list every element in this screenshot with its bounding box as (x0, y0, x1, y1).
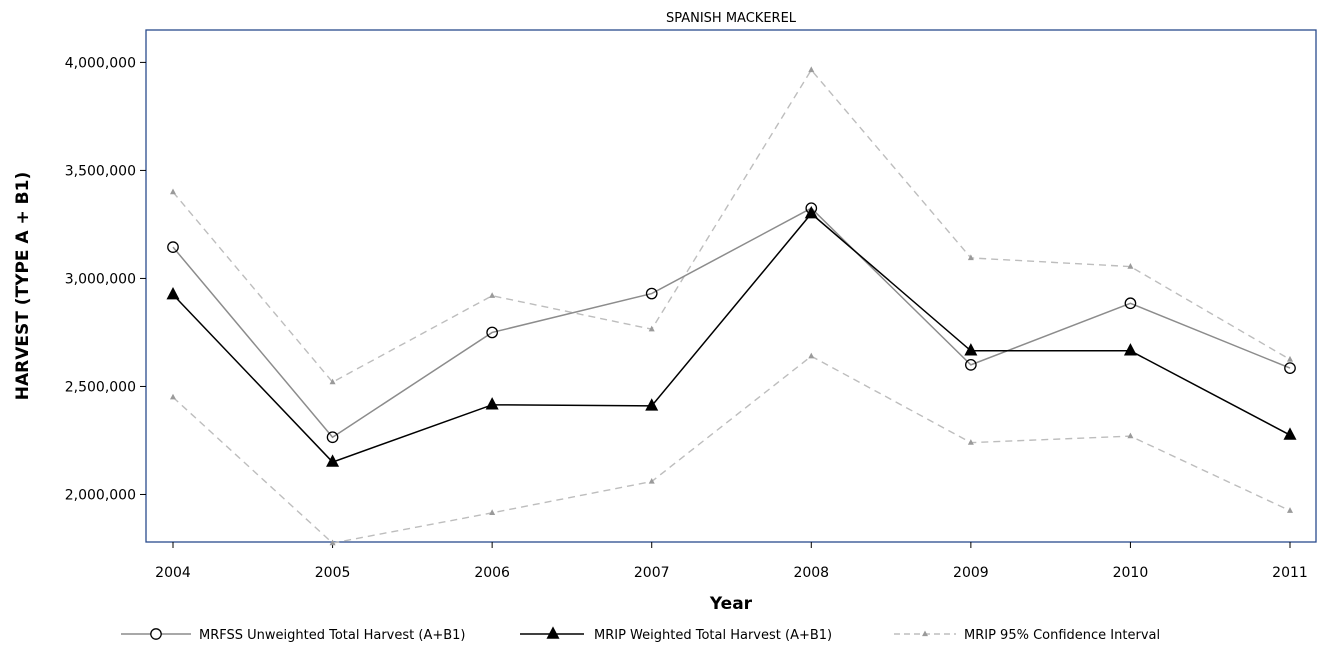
legend: MRFSS Unweighted Total Harvest (A+B1) MRI… (121, 626, 1160, 643)
ci-upper-point (967, 254, 974, 261)
y-tick-label: 3,000,000 (65, 271, 136, 287)
mrip-point (1283, 427, 1297, 440)
y-tick-label: 4,000,000 (65, 55, 136, 71)
x-tick-label: 2009 (953, 565, 989, 581)
mrip-point (166, 286, 180, 300)
y-tick-label: 2,000,000 (65, 487, 136, 503)
ci-upper-point (1287, 355, 1293, 362)
ci-upper-point (170, 188, 176, 195)
x-tick-label: 2011 (1272, 565, 1308, 581)
mrfss-point (486, 326, 498, 339)
mrfss-point (167, 241, 179, 253)
x-tick-label: 2006 (474, 565, 510, 581)
mrfss-point (1284, 362, 1296, 374)
ci-upper-line (172, 68, 1291, 384)
y-axis-title: HARVEST (TYPE A + B1) (13, 172, 33, 400)
ci-lower-point (329, 539, 336, 546)
legend-mrip-marker (546, 626, 560, 639)
mrfss-series-line (172, 207, 1291, 439)
y-tick-label: 2,500,000 (65, 379, 136, 395)
mrip-point (645, 398, 659, 411)
y-axis: 2,000,000 2,500,000 3,000,000 3,500,000 4,00… (65, 55, 146, 503)
mrfss-point (645, 287, 658, 300)
mrfss-point (965, 359, 977, 371)
ci-upper-point (329, 378, 336, 385)
legend-ci-label: MRIP 95% Confidence Interval (964, 628, 1160, 643)
mrip-point (964, 343, 978, 356)
plot-area-frame (145, 29, 1317, 543)
x-axis-title: Year (709, 594, 753, 614)
ci-upper-point (808, 66, 815, 73)
plot-series (166, 66, 1297, 546)
mrip-point (1123, 343, 1137, 356)
ci-lower-line (172, 355, 1291, 544)
chart-title: SPANISH MACKEREL (666, 11, 797, 26)
ci-lower-point (967, 439, 974, 445)
ci-lower-point (1127, 432, 1134, 439)
x-tick-label: 2007 (634, 565, 670, 581)
x-axis: 2004 2005 2006 2007 2008 2009 2010 2011 (155, 542, 1308, 581)
y-tick-label: 3,500,000 (65, 163, 136, 179)
ci-upper-point (1127, 263, 1134, 269)
legend-mrfss-label: MRFSS Unweighted Total Harvest (A+B1) (199, 628, 466, 643)
ci-lower-point (1287, 507, 1293, 513)
ci-lower-point (170, 393, 176, 400)
mrfss-point (326, 431, 339, 444)
mrip-point (326, 454, 340, 467)
ci-upper-point (489, 292, 496, 298)
ci-upper-point (648, 325, 655, 332)
x-tick-label: 2004 (155, 565, 191, 581)
x-tick-label: 2005 (315, 565, 351, 581)
x-tick-label: 2010 (1113, 565, 1149, 581)
mrip-point (485, 397, 499, 410)
x-tick-label: 2008 (793, 565, 829, 581)
mrfss-point (1124, 297, 1137, 310)
mrip-point (804, 205, 818, 219)
ci-lower-point (808, 352, 815, 359)
legend-ci-marker (922, 630, 928, 637)
mrip-series-line (172, 212, 1291, 463)
ci-lower-point (489, 509, 496, 516)
ci-lower-point (648, 477, 655, 484)
legend-mrip-label: MRIP Weighted Total Harvest (A+B1) (594, 628, 832, 643)
legend-mrfss-marker (150, 628, 162, 640)
